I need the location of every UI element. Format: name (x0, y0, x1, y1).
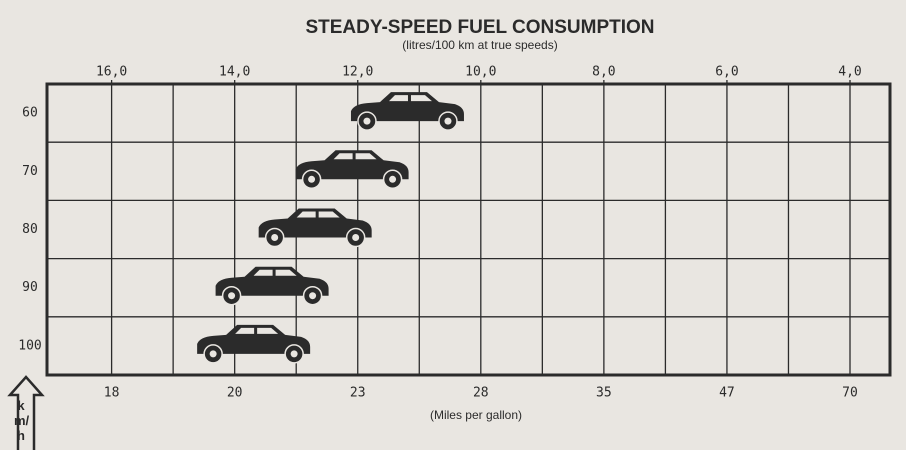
y-tick-label: 80 (22, 222, 38, 237)
car-marker (259, 209, 372, 247)
x2-tick-label: 35 (596, 386, 612, 401)
chart-title: STEADY-SPEED FUEL CONSUMPTION (305, 17, 654, 38)
x-tick-label: 10,0 (465, 65, 496, 80)
y-tick-label: 90 (22, 280, 38, 295)
y-tick-label: 100 (18, 338, 41, 353)
car-hub (271, 234, 278, 241)
car-marker (197, 325, 310, 363)
car-hub (210, 350, 217, 357)
x-axis-label: (Miles per gallon) (430, 408, 522, 422)
x2-tick-label: 23 (350, 386, 366, 401)
y-tick-label: 70 (22, 164, 38, 179)
car-hub (228, 292, 235, 299)
y-axis-label: km/h (14, 398, 28, 443)
x-tick-label: 16,0 (96, 65, 127, 80)
chart: STEADY-SPEED FUEL CONSUMPTION (litres/10… (0, 0, 906, 450)
page: {"chart_data": {"type": "marker", "title… (0, 0, 906, 450)
x-tick-label: 12,0 (342, 65, 373, 80)
car-hub (389, 176, 396, 183)
x2-tick-label: 47 (719, 386, 735, 401)
car-marker (351, 92, 464, 130)
car-hub (444, 118, 451, 125)
x-tick-label: 6,0 (715, 65, 738, 80)
car-hub (352, 234, 359, 241)
chart-container: STEADY-SPEED FUEL CONSUMPTION (litres/10… (0, 0, 906, 450)
chart-subtitle: (litres/100 km at true speeds) (402, 38, 557, 52)
car-marker (296, 150, 409, 188)
x2-tick-label: 20 (227, 386, 243, 401)
y-tick-label: 60 (22, 106, 38, 121)
x-tick-label: 14,0 (219, 65, 250, 80)
x-tick-label: 4,0 (838, 65, 861, 80)
car-hub (309, 292, 316, 299)
x2-tick-label: 70 (842, 386, 858, 401)
car-hub (291, 350, 298, 357)
x2-tick-label: 28 (473, 386, 489, 401)
car-marker (216, 267, 329, 305)
x-tick-label: 8,0 (592, 65, 615, 80)
car-hub (363, 118, 370, 125)
x2-tick-label: 18 (104, 386, 120, 401)
car-hub (308, 176, 315, 183)
